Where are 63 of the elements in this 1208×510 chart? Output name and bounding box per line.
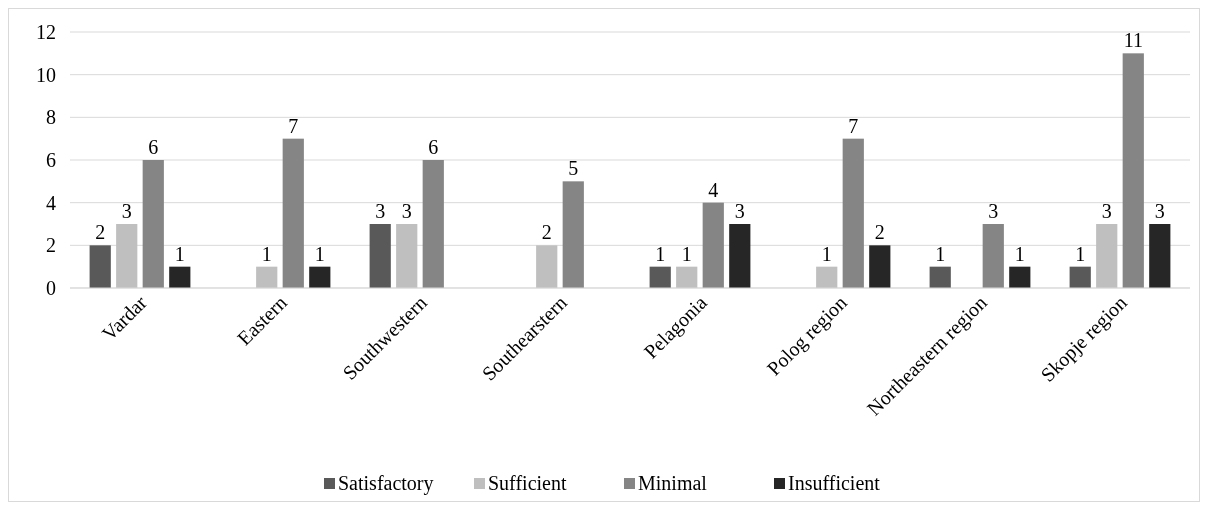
y-tick-label: 0	[46, 277, 56, 299]
data-label: 3	[988, 200, 999, 222]
data-label: 1	[821, 242, 832, 265]
bar	[869, 245, 891, 288]
data-label: 1	[935, 242, 946, 265]
bar	[1122, 53, 1144, 288]
bar	[396, 224, 418, 288]
bar	[1096, 224, 1118, 288]
y-tick-label: 2	[46, 234, 56, 257]
y-tick-label: 6	[46, 149, 56, 171]
data-label: 2	[541, 221, 552, 244]
data-label: 5	[568, 157, 579, 180]
data-label: 6	[148, 136, 159, 158]
data-label: 1	[261, 242, 272, 265]
data-label: 1	[681, 242, 692, 265]
bar	[842, 138, 864, 288]
bar	[729, 224, 751, 288]
bar	[702, 202, 724, 288]
bar	[676, 266, 698, 288]
bar	[982, 224, 1004, 288]
y-tick-label: 12	[36, 21, 56, 43]
bar	[536, 245, 558, 288]
data-label: 3	[401, 200, 412, 222]
data-label: 3	[1154, 200, 1165, 222]
bar	[816, 266, 838, 288]
data-label: 6	[428, 136, 439, 158]
data-label: 1	[655, 242, 666, 265]
y-tick-label: 4	[46, 191, 56, 214]
bar	[169, 266, 191, 288]
bar	[309, 266, 331, 288]
bar	[1009, 266, 1031, 288]
bar	[116, 224, 138, 288]
legend-label: Sufficient	[488, 472, 567, 494]
bar	[142, 160, 164, 288]
bar	[1149, 224, 1171, 288]
bar	[89, 245, 111, 288]
bar	[422, 160, 444, 288]
data-label: 3	[121, 200, 132, 222]
data-label: 11	[1123, 29, 1143, 52]
bar	[649, 266, 671, 288]
bar	[1069, 266, 1091, 288]
legend-label: Insufficient	[788, 472, 881, 494]
legend-label: Minimal	[638, 472, 708, 494]
data-label: 1	[174, 242, 185, 265]
data-label: 3	[375, 200, 386, 222]
legend-label: Satisfactory	[338, 472, 434, 495]
bar	[282, 138, 304, 288]
data-label: 1	[1075, 242, 1086, 265]
data-label: 1	[1014, 242, 1025, 265]
data-label: 3	[734, 200, 745, 222]
y-tick-label: 10	[36, 63, 56, 86]
bar	[929, 266, 951, 288]
data-label: 1	[314, 242, 325, 265]
bar	[562, 181, 584, 288]
bar	[256, 266, 278, 288]
data-label: 7	[288, 114, 299, 137]
data-label: 2	[95, 221, 106, 244]
y-tick-label: 8	[46, 106, 56, 129]
data-label: 2	[874, 221, 885, 244]
bar	[369, 224, 391, 288]
data-label: 3	[1101, 200, 1112, 222]
data-label: 4	[708, 178, 719, 201]
data-label: 7	[848, 114, 859, 137]
